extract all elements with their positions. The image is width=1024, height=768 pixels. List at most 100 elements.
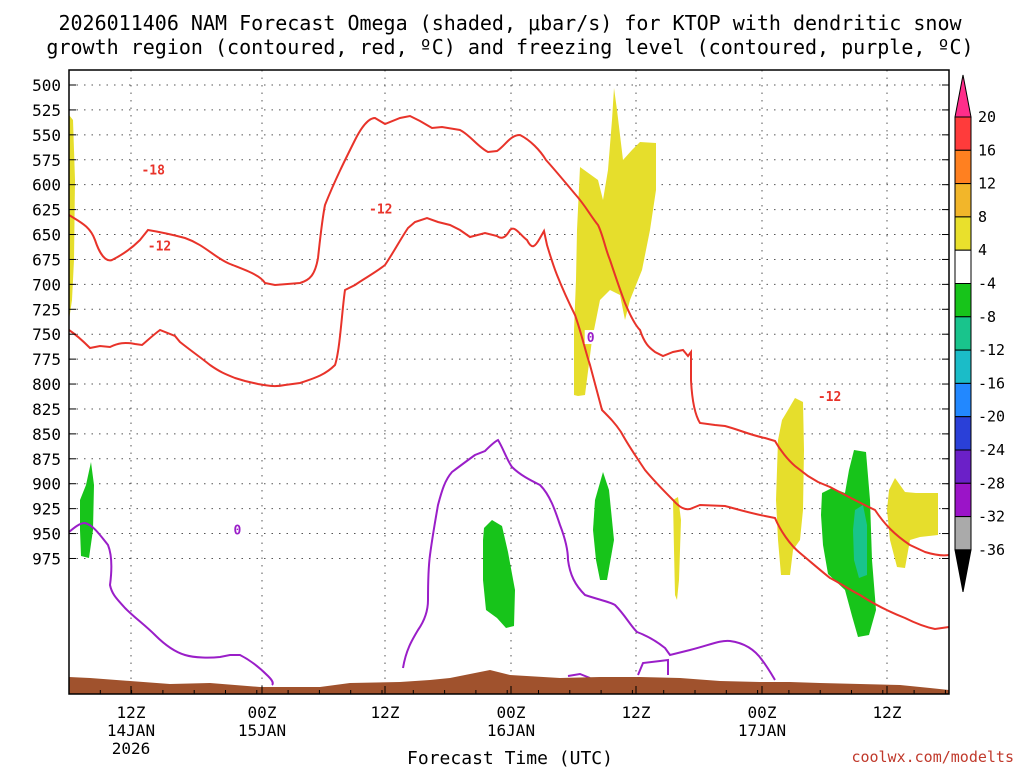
y-tick-label: 525 — [32, 101, 61, 120]
contour-label: -18 — [141, 164, 165, 179]
contour-label: -12 — [818, 390, 841, 405]
colorbar-segment — [954, 382, 972, 418]
omega-yellow-1 — [673, 497, 681, 600]
y-tick-label: 550 — [32, 126, 61, 145]
x-tick-label: 12Z — [371, 703, 400, 722]
y-tick-label: 825 — [32, 400, 61, 419]
contour-label-bg — [231, 522, 244, 537]
colorbar-label: 4 — [978, 241, 987, 259]
colorbar-label: -28 — [978, 474, 1005, 492]
x-tick-label: 2026 — [112, 739, 151, 758]
y-tick-label: 575 — [32, 151, 61, 170]
x-tick-label: 00Z — [248, 703, 277, 722]
contour-label: 0 — [234, 523, 242, 538]
omega-shading — [69, 88, 938, 637]
colorbar-segment — [954, 516, 972, 551]
x-tick-label: 12Z — [117, 703, 146, 722]
colorbar: 20 16 12 8 4 -4 -8 -12 -16 -20 -24 -28 -32 -36 — [954, 74, 1005, 592]
x-tick-label: 00Z — [748, 703, 777, 722]
contour-zero-center — [402, 438, 776, 681]
contour-labels: -18 -12 -12 -12 0 0 — [139, 162, 844, 538]
y-tick-label: 725 — [32, 300, 61, 319]
x-tick-label: 14JAN — [107, 721, 155, 740]
y-tick-label: 950 — [32, 525, 61, 544]
y-tick-label: 750 — [32, 325, 61, 344]
y-tick-label: 675 — [32, 250, 61, 269]
omega-yellow-3 — [887, 478, 938, 568]
colorbar-label: -36 — [978, 541, 1005, 559]
x-tick-label: 15JAN — [238, 721, 286, 740]
omega-green-2 — [483, 520, 515, 628]
x-tick-label: 12Z — [622, 703, 651, 722]
contour-label: 0 — [587, 331, 595, 346]
contour-label: -12 — [148, 239, 171, 254]
colorbar-label: -8 — [978, 308, 996, 326]
colorbar-segment — [954, 482, 972, 518]
colorbar-label: -4 — [978, 275, 996, 293]
x-tick-label: 16JAN — [487, 721, 535, 740]
x-tick-label: 12Z — [873, 703, 902, 722]
y-tick-label: 875 — [32, 450, 61, 469]
contour-minus12 — [68, 216, 950, 631]
y-tick-label: 650 — [32, 226, 61, 245]
chart-title-line1: 2026011406 NAM Forecast Omega (shaded, μ… — [58, 11, 962, 35]
colorbar-label: 12 — [978, 175, 996, 193]
contour-label: -12 — [369, 202, 392, 217]
y-tick-label: 850 — [32, 425, 61, 444]
y-tick-label: 925 — [32, 500, 61, 519]
credit-text: coolwx.com/modelts — [851, 748, 1014, 766]
y-axis: 500 525 550 575 600 625 650 675 700 725 750 775 800 8… — [32, 76, 949, 568]
y-tick-label: 900 — [32, 475, 61, 494]
colorbar-label: -16 — [978, 374, 1005, 392]
colorbar-segment — [954, 116, 972, 151]
colorbar-label: -32 — [978, 508, 1005, 526]
colorbar-label: 8 — [978, 208, 987, 226]
colorbar-segment — [954, 183, 972, 218]
colorbar-segment — [954, 349, 972, 384]
y-tick-label: 500 — [32, 76, 61, 95]
colorbar-segment — [954, 416, 972, 451]
omega-green-3 — [593, 472, 614, 580]
contour-zero-west — [68, 521, 274, 686]
contour-label-bg — [139, 162, 168, 177]
x-axis-title: Forecast Time (UTC) — [407, 748, 613, 768]
colorbar-top-arrow — [954, 74, 972, 118]
colorbar-segment — [954, 316, 972, 351]
x-tick-label: 00Z — [497, 703, 526, 722]
freezing-level-contours — [68, 438, 776, 686]
omega-yellow-2 — [776, 398, 804, 575]
contour-label-bg — [145, 238, 174, 253]
contour-label-bg — [366, 201, 395, 216]
y-tick-label: 975 — [32, 549, 61, 568]
colorbar-label: 20 — [978, 108, 996, 126]
colorbar-label: -12 — [978, 341, 1005, 359]
y-tick-label: 700 — [32, 275, 61, 294]
colorbar-label: -24 — [978, 441, 1005, 459]
contour-minus18 — [68, 114, 950, 557]
omega-yellow-main — [574, 88, 656, 396]
x-tick-label: 17JAN — [738, 721, 786, 740]
omega-green-1 — [80, 462, 94, 558]
y-tick-label: 600 — [32, 176, 61, 195]
y-tick-label: 625 — [32, 201, 61, 220]
colorbar-segment — [954, 149, 972, 185]
dgz-contours — [68, 114, 950, 631]
omega-teal-1 — [853, 505, 867, 578]
colorbar-segment — [954, 449, 972, 484]
y-tick-label: 775 — [32, 350, 61, 369]
colorbar-label: -20 — [978, 408, 1005, 426]
contour-label-bg — [584, 330, 597, 345]
colorbar-segment — [954, 216, 972, 251]
colorbar-segment — [954, 283, 972, 318]
contour-zero-east-1 — [567, 672, 591, 679]
chart-title-line2: growth region (contoured, red, ºC) and f… — [46, 35, 973, 59]
terrain-surface — [69, 670, 949, 694]
colorbar-label: 16 — [978, 141, 996, 159]
contour-label-bg — [815, 388, 844, 403]
plot-border — [68, 69, 950, 695]
colorbar-bottom-arrow — [954, 549, 972, 592]
contour-zero-east-2 — [637, 658, 669, 676]
omega-green-4 — [821, 450, 876, 637]
